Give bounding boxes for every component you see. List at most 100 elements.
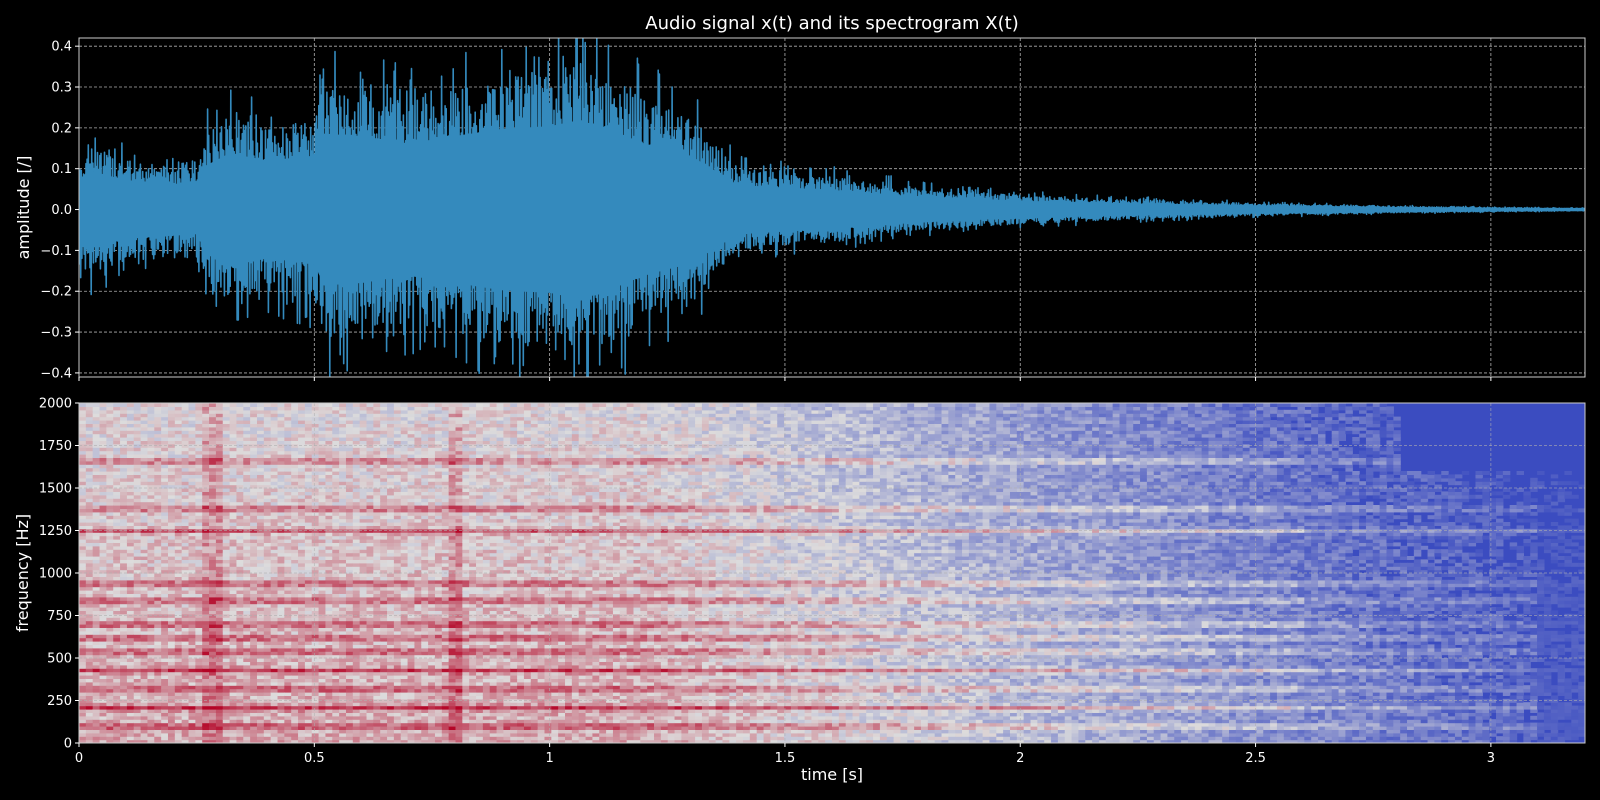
spectrogram-cell (140, 712, 149, 717)
spectrogram-cell (352, 413, 361, 418)
spectrogram-cell (133, 624, 142, 628)
spectrogram-cell (106, 593, 114, 598)
spectrogram-cell (133, 545, 142, 550)
spectrogram-cell (79, 698, 87, 703)
spectrogram-cell (92, 552, 101, 557)
spectrogram-cell (113, 542, 121, 547)
spectrogram-cell (181, 481, 190, 486)
spectrogram-cell (79, 522, 87, 526)
spectrogram-cell (106, 695, 114, 700)
spectrogram-cell (99, 559, 107, 564)
spectrogram-cell (195, 464, 203, 469)
spectrogram-cell (92, 409, 101, 414)
spectrogram-cell (85, 556, 94, 560)
spectrogram-cell (85, 641, 94, 645)
spectrogram-cell (133, 586, 142, 591)
spectrogram-cell (256, 498, 265, 503)
spectrogram-cell (106, 709, 114, 713)
spectrogram-cell (99, 726, 107, 730)
spectrogram-cell (250, 498, 258, 503)
spectrogram-cell (229, 413, 238, 418)
spectrogram-cell (387, 403, 395, 407)
spectrogram-cell (126, 732, 135, 737)
spectrogram-cell (147, 481, 155, 486)
spectrogram-cell (120, 681, 128, 686)
spectrogram-cell (140, 688, 149, 693)
spectrogram-cell (120, 583, 128, 588)
spectrogram-cell (92, 454, 101, 458)
spectrogram-cell (120, 726, 128, 730)
spectrogram-cell (133, 675, 142, 679)
spectrogram-cell (215, 413, 224, 418)
spectrogram-cell (352, 447, 361, 452)
spectrogram-cell (126, 491, 135, 496)
spectrogram-cell (92, 627, 101, 632)
spectrogram-cell (133, 556, 142, 560)
spectrogram-cell (284, 430, 292, 435)
spectrogram-cell (120, 613, 128, 618)
spectrogram-cell (92, 518, 101, 523)
spectrogram-cell (222, 464, 231, 469)
spectrogram-cell (133, 709, 142, 713)
spectrogram-cell (106, 471, 114, 475)
spectrogram-cell (120, 477, 128, 482)
spectrogram-cell (133, 732, 142, 737)
spectrogram-cell (92, 641, 101, 645)
spectrogram-cell (126, 406, 135, 411)
spectrogram-cell (188, 447, 196, 452)
spectrogram-cell (243, 481, 251, 486)
spectrogram-cell (133, 647, 142, 652)
spectrogram-cell (79, 488, 87, 492)
spectrogram-cell (373, 481, 381, 486)
spectrogram-cell (85, 671, 94, 676)
spectrogram-cell (79, 501, 87, 506)
spectrogram-cell (291, 430, 299, 435)
spectrogram-cell (126, 739, 135, 743)
waveform-ytick-label: 0.0 (51, 203, 72, 218)
spectrogram-cell (113, 525, 121, 530)
spectrogram-cell (120, 423, 128, 428)
spectrogram-cell (113, 539, 121, 543)
spectrogram-cell (99, 654, 107, 659)
spectrogram-cell (99, 447, 107, 452)
spectrogram-cell (133, 600, 142, 605)
spectrogram-cell (126, 518, 135, 523)
spectrogram-cell (366, 464, 374, 469)
spectrogram-cell (113, 406, 121, 411)
spectrogram-cell (113, 661, 121, 666)
spectrogram-cell (243, 464, 251, 469)
waveform-panel: −0.4−0.3−0.2−0.10.00.10.20.30.4 amplitud… (14, 37, 1586, 381)
spectrogram-cell (133, 620, 142, 625)
spectrogram-cell (106, 729, 114, 734)
spectrogram-cell (167, 447, 176, 452)
spectrogram-cell (120, 447, 128, 452)
spectrogram-cell (126, 736, 135, 741)
spectrogram-cell (215, 481, 224, 486)
spectrogram-cell (366, 481, 374, 486)
spectrogram-cell (126, 726, 135, 730)
spectrogram-cell (126, 447, 135, 452)
spectrogram-cell (140, 668, 149, 673)
spectrogram-cell (92, 450, 101, 455)
spectrogram-cell (99, 488, 107, 492)
spectrogram-cell (133, 457, 142, 462)
spectrogram-cell (209, 430, 217, 435)
spectrogram-cell (106, 586, 114, 591)
spectrogram-cell (126, 705, 135, 710)
spectrogram-cell (366, 447, 374, 452)
spectrogram-cell (85, 692, 94, 696)
spectrogram-cell (133, 712, 142, 717)
spectrogram-cell (120, 634, 128, 639)
spectrogram-cell (120, 474, 128, 479)
spectrogram-cell (99, 624, 107, 628)
spectrogram-cell (113, 430, 121, 435)
spectrogram-cell (126, 637, 135, 642)
spectrogram-cell (393, 464, 402, 469)
spectrogram-cell (133, 505, 142, 509)
spectrogram-cell (92, 729, 101, 734)
spectrogram-cell (133, 559, 142, 564)
spectrogram-cell (325, 430, 333, 435)
spectrogram-cell (126, 515, 135, 520)
spectrogram-cell (311, 447, 320, 452)
spectrogram-cell (92, 681, 101, 686)
